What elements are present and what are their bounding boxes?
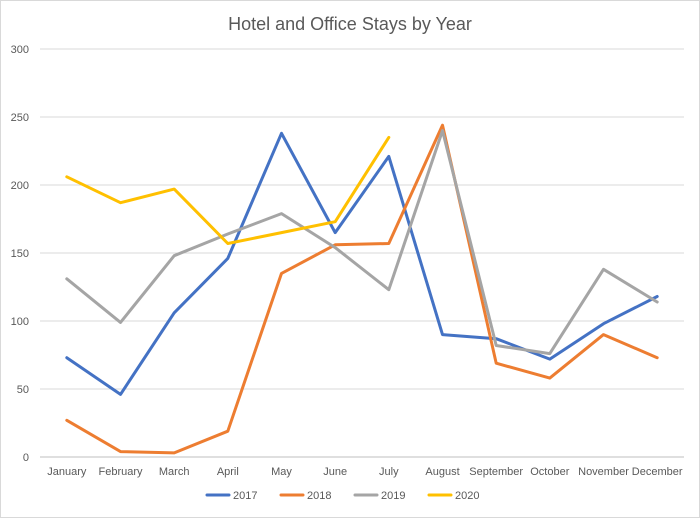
y-tick-label: 200 [11, 180, 29, 192]
x-tick-label: September [469, 466, 523, 478]
x-tick-label: April [217, 466, 239, 478]
x-tick-label: May [271, 466, 292, 478]
chart-title: Hotel and Office Stays by Year [228, 14, 472, 34]
legend-item-2017: 2017 [205, 490, 257, 502]
x-tick-label: August [425, 466, 459, 478]
legend-item-2018: 2018 [279, 490, 331, 502]
x-tick-label: December [632, 466, 683, 478]
gridlines [40, 48, 684, 458]
y-axis-ticks: 0 50 100 150 200 250 300 [11, 44, 29, 464]
legend-item-2020: 2020 [427, 490, 479, 502]
legend: 2017 2018 2019 2020 [205, 490, 479, 502]
y-tick-label: 150 [11, 248, 29, 260]
legend-label: 2019 [381, 490, 405, 502]
legend-label: 2020 [455, 490, 479, 502]
x-tick-label: June [323, 466, 347, 478]
x-tick-label: March [159, 466, 190, 478]
legend-item-2019: 2019 [353, 490, 405, 502]
x-tick-label: November [578, 466, 629, 478]
x-tick-label: July [379, 466, 399, 478]
y-tick-label: 300 [11, 44, 29, 56]
legend-label: 2018 [307, 490, 331, 502]
y-tick-label: 50 [17, 384, 29, 396]
series-line-2020 [65, 135, 391, 245]
x-axis-ticks: January February March April May June July Augu… [47, 466, 683, 478]
legend-label: 2017 [233, 490, 257, 502]
y-tick-label: 100 [11, 316, 29, 328]
x-tick-label: October [530, 466, 569, 478]
series-lines [65, 123, 659, 455]
series-line-2017 [65, 131, 659, 396]
series-line-2019 [65, 129, 659, 356]
series-line-2018 [65, 123, 659, 455]
x-tick-label: February [98, 466, 143, 478]
y-tick-label: 250 [11, 112, 29, 124]
y-tick-label: 0 [23, 452, 29, 464]
x-tick-label: January [47, 466, 87, 478]
